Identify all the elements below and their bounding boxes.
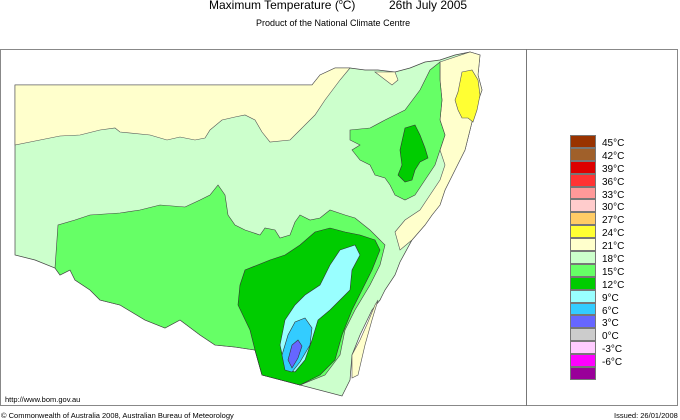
zone-21c-northeast — [374, 71, 399, 86]
legend-swatch — [570, 367, 596, 380]
zone-3c — [287, 339, 303, 369]
legend-swatch — [570, 302, 596, 316]
legend-label: 39°C — [602, 163, 625, 175]
legend-swatch — [570, 238, 596, 252]
subtitle: Product of the National Climate Centre — [256, 18, 411, 28]
legend-swatch — [570, 225, 596, 239]
legend-label: 12°C — [602, 279, 625, 291]
legend-swatch — [570, 173, 596, 187]
legend-label: 6°C — [602, 305, 619, 317]
legend-label: 33°C — [602, 189, 625, 201]
legend-swatch — [570, 186, 596, 200]
legend-swatch — [570, 160, 596, 174]
legend-swatch — [570, 212, 596, 226]
zone-15c-central — [349, 61, 446, 201]
legend-swatch — [570, 354, 596, 368]
zone-21c-north — [14, 67, 351, 146]
bom-url-link[interactable]: http://www.bom.gov.au — [5, 395, 81, 404]
legend-label: 21°C — [602, 241, 625, 253]
legend-label: 15°C — [602, 266, 625, 278]
legend-swatch — [570, 315, 596, 329]
legend-label: 0°C — [602, 331, 619, 343]
title-date: 26th July 2005 — [389, 0, 468, 12]
legend-label: 9°C — [602, 292, 619, 304]
legend-swatch — [570, 251, 596, 264]
legend-label: -3°C — [602, 344, 623, 356]
legend-swatch — [570, 199, 596, 213]
legend-label: 30°C — [602, 202, 625, 214]
zone-24c — [454, 69, 481, 123]
legend-label: 45°C — [602, 138, 625, 149]
legend-swatch — [570, 328, 596, 342]
legend-swatch — [570, 276, 596, 290]
title-label: Maximum Temperature (oC) — [209, 0, 356, 12]
map-title: Maximum Temperature (oC) 26th July 2005 — [0, 0, 680, 16]
copyright-notice: © Commonwealth of Australia 2008, Austra… — [1, 411, 234, 420]
legend-swatch — [570, 289, 596, 303]
legend-label: -6°C — [602, 357, 623, 369]
legend-swatch — [570, 341, 596, 355]
legend-swatch — [570, 147, 596, 161]
legend-label: 18°C — [602, 254, 625, 266]
legend-label: 24°C — [602, 228, 625, 240]
legend-label: 42°C — [602, 150, 625, 162]
zone-21c-south-coast — [351, 299, 379, 379]
frame-divider — [526, 49, 527, 406]
legend-swatch — [570, 135, 596, 148]
legend-label: 36°C — [602, 176, 625, 188]
zone-12c-north — [397, 124, 429, 183]
map-frame — [0, 49, 678, 406]
issued-date: Issued: 26/01/2008 — [614, 411, 678, 420]
legend-label: 27°C — [602, 215, 625, 227]
legend-swatch — [570, 263, 596, 277]
legend-label: 3°C — [602, 318, 619, 330]
